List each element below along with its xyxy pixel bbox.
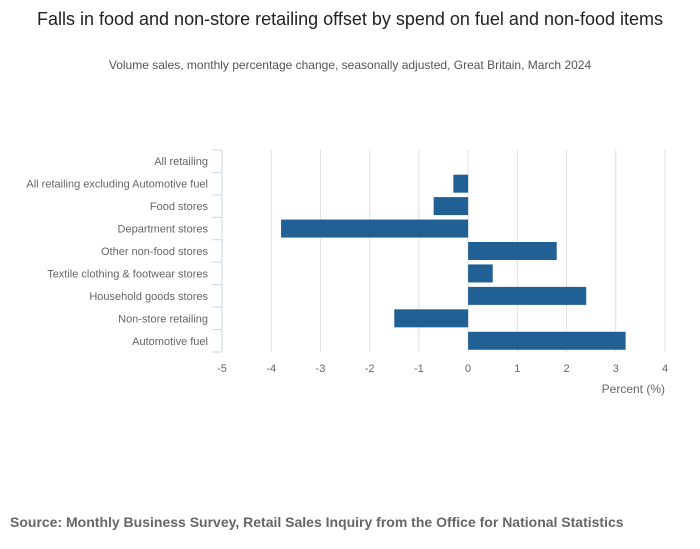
x-tick-label: 0: [465, 363, 471, 375]
bar: [394, 309, 469, 328]
bar: [281, 219, 469, 238]
x-axis-label: Percent (%): [602, 382, 665, 396]
y-category-label: Non-store retailing: [118, 313, 208, 325]
x-tick-label: -5: [217, 363, 227, 375]
x-tick-label: 3: [613, 363, 619, 375]
y-category-label: Other non-food stores: [101, 246, 209, 258]
chart-title: Falls in food and non-store retailing of…: [36, 9, 664, 29]
x-tick-label: 2: [563, 363, 569, 375]
y-category-label: All retailing excluding Automotive fuel: [26, 179, 208, 191]
y-category-label: Textile clothing & footwear stores: [47, 268, 208, 280]
bar: [468, 331, 626, 350]
source-note: Source: Monthly Business Survey, Retail …: [10, 514, 624, 530]
x-tick-label: -2: [365, 363, 375, 375]
x-tick-label: -4: [266, 363, 276, 375]
y-category-label: Household goods stores: [89, 291, 208, 303]
chart-subtitle: Volume sales, monthly percentage change,…: [108, 58, 592, 72]
bar: [468, 242, 557, 260]
x-tick-label: -3: [316, 363, 326, 375]
y-category-label: Food stores: [150, 201, 209, 213]
bar: [468, 286, 587, 305]
y-category-label: Automotive fuel: [132, 336, 208, 348]
y-category-label: Department stores: [118, 224, 209, 236]
x-tick-label: -1: [414, 363, 424, 375]
x-tick-label: 1: [514, 363, 520, 375]
bar: [453, 174, 469, 193]
bar: [433, 197, 469, 216]
bar: [468, 264, 493, 283]
x-tick-label: 4: [662, 363, 668, 375]
y-category-label: All retailing: [154, 156, 208, 168]
